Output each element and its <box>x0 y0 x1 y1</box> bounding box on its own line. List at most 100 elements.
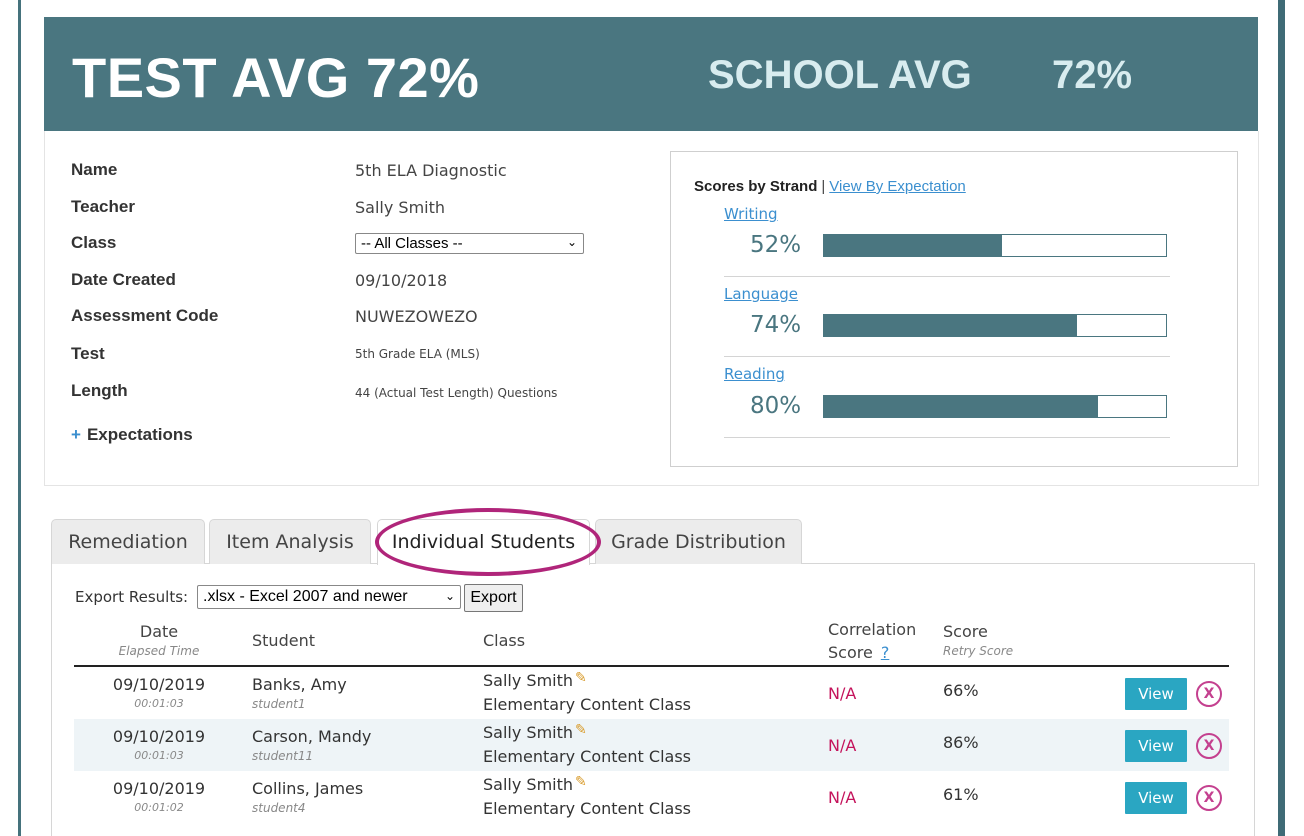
strand-panel-title: Scores by Strand <box>694 178 818 195</box>
view-button[interactable]: View <box>1125 730 1187 762</box>
table-row: 09/10/2019 00:01:02 Collins, James stude… <box>74 771 1229 823</box>
row-score: 66% <box>943 681 979 700</box>
strand-divider <box>724 276 1170 277</box>
delete-circle-icon[interactable]: X <box>1196 785 1222 811</box>
assessment-code-value: NUWEZOWEZO <box>355 307 478 326</box>
test-label: Test <box>71 344 105 363</box>
strand-percent-writing: 52% <box>750 232 802 258</box>
strand-percent-reading: 80% <box>750 393 802 419</box>
row-student-username: student11 <box>252 749 314 763</box>
strand-link-writing[interactable]: Writing <box>724 205 778 223</box>
strand-bar-reading <box>823 395 1167 418</box>
export-button[interactable]: Export <box>464 584 523 612</box>
strand-bar-fill-reading <box>824 396 1098 417</box>
tab-item-analysis[interactable]: Item Analysis <box>209 519 371 564</box>
school-average-label: SCHOOL AVG <box>708 53 972 97</box>
class-label: Class <box>71 233 117 252</box>
row-elapsed-time: 00:01:02 <box>134 801 184 814</box>
strand-divider <box>724 437 1170 438</box>
table-header-rule <box>74 665 1229 667</box>
pencil-icon[interactable]: ✎ <box>575 670 587 686</box>
strand-bar-writing <box>823 234 1167 257</box>
column-header-student: Student <box>252 631 315 650</box>
export-results-label: Export Results: <box>75 588 189 606</box>
strand-link-reading[interactable]: Reading <box>724 365 785 383</box>
strand-percent-language: 74% <box>750 312 802 338</box>
assessment-code-label: Assessment Code <box>71 306 219 325</box>
strand-bar-language <box>823 314 1167 337</box>
column-header-correlation-score: Score? <box>828 643 889 662</box>
chevron-down-icon: ⌄ <box>444 589 455 603</box>
strand-link-language[interactable]: Language <box>724 285 799 303</box>
row-class: Elementary Content Class <box>483 695 691 714</box>
view-button[interactable]: View <box>1125 678 1187 710</box>
expectations-toggle[interactable]: + Expectations <box>71 425 193 445</box>
row-student-name: Collins, James <box>252 779 364 798</box>
class-select-value: -- All Classes -- <box>361 235 463 252</box>
teacher-value: Sally Smith <box>355 198 446 217</box>
date-created-value: 09/10/2018 <box>355 271 448 290</box>
column-subheader-retry: Retry Score <box>943 644 1014 658</box>
row-student-name: Banks, Amy <box>252 675 347 694</box>
strand-bar-fill-writing <box>824 235 1002 256</box>
row-teacher: Sally Smith <box>483 671 574 690</box>
left-page-edge <box>18 0 21 836</box>
length-value: 44 (Actual Test Length) Questions <box>355 386 558 400</box>
column-header-score: Score <box>943 622 988 641</box>
row-student-username: student4 <box>252 801 306 815</box>
correlation-score-label: Score <box>828 643 873 662</box>
pencil-icon[interactable]: ✎ <box>575 722 587 738</box>
export-format-value: .xlsx - Excel 2007 and newer <box>203 588 408 605</box>
row-teacher: Sally Smith <box>483 775 574 794</box>
export-format-select[interactable]: .xlsx - Excel 2007 and newer ⌄ <box>197 585 461 609</box>
tab-grade-distribution[interactable]: Grade Distribution <box>595 519 802 564</box>
strand-divider <box>724 356 1170 357</box>
class-select[interactable]: -- All Classes -- ⌄ <box>355 233 584 254</box>
row-teacher: Sally Smith <box>483 723 574 742</box>
scores-by-strand-panel <box>670 151 1238 467</box>
correlation-help-link[interactable]: ? <box>880 643 890 662</box>
row-date: 09/10/2019 <box>112 727 206 746</box>
row-elapsed-time: 00:01:03 <box>134 697 184 710</box>
delete-circle-icon[interactable]: X <box>1196 733 1222 759</box>
strand-bar-fill-language <box>824 315 1078 336</box>
date-created-label: Date Created <box>71 270 176 289</box>
title-separator: | <box>821 178 826 195</box>
tab-individual-students[interactable]: Individual Students <box>377 519 590 565</box>
expectations-label: Expectations <box>86 425 193 444</box>
column-header-class: Class <box>483 631 526 650</box>
row-student-username: student1 <box>252 697 306 711</box>
tab-remediation[interactable]: Remediation <box>51 519 205 564</box>
row-date: 09/10/2019 <box>112 675 206 694</box>
row-correlation: N/A <box>828 736 857 755</box>
row-correlation: N/A <box>828 684 857 703</box>
view-by-expectation-link[interactable]: View By Expectation <box>829 178 966 195</box>
test-value: 5th Grade ELA (MLS) <box>355 347 480 361</box>
teacher-label: Teacher <box>71 197 135 216</box>
test-average: TEST AVG 72% <box>72 46 480 109</box>
row-class: Elementary Content Class <box>483 747 691 766</box>
view-button[interactable]: View <box>1125 782 1187 814</box>
summary-banner: TEST AVG 72% SCHOOL AVG 72% <box>44 17 1258 131</box>
row-elapsed-time: 00:01:03 <box>134 749 184 762</box>
school-average-value: 72% <box>1052 53 1133 97</box>
right-page-edge <box>1278 0 1285 836</box>
row-correlation: N/A <box>828 788 857 807</box>
column-header-date: Date <box>139 622 179 641</box>
delete-circle-icon[interactable]: X <box>1196 681 1222 707</box>
row-score: 61% <box>943 785 979 804</box>
table-row: 09/10/2019 00:01:03 Banks, Amy student1 … <box>74 667 1229 719</box>
column-subheader-elapsed: Elapsed Time <box>118 644 200 658</box>
row-class: Elementary Content Class <box>483 799 691 818</box>
plus-icon: + <box>71 425 81 444</box>
name-label: Name <box>71 160 118 179</box>
row-student-name: Carson, Mandy <box>252 727 372 746</box>
pencil-icon[interactable]: ✎ <box>575 774 587 790</box>
name-value: 5th ELA Diagnostic <box>355 161 507 180</box>
length-label: Length <box>71 381 128 400</box>
table-row: 09/10/2019 00:01:03 Carson, Mandy studen… <box>74 719 1229 771</box>
row-date: 09/10/2019 <box>112 779 206 798</box>
chevron-down-icon: ⌄ <box>566 235 577 249</box>
row-score: 86% <box>943 733 979 752</box>
column-header-correlation: Correlation <box>828 620 917 639</box>
